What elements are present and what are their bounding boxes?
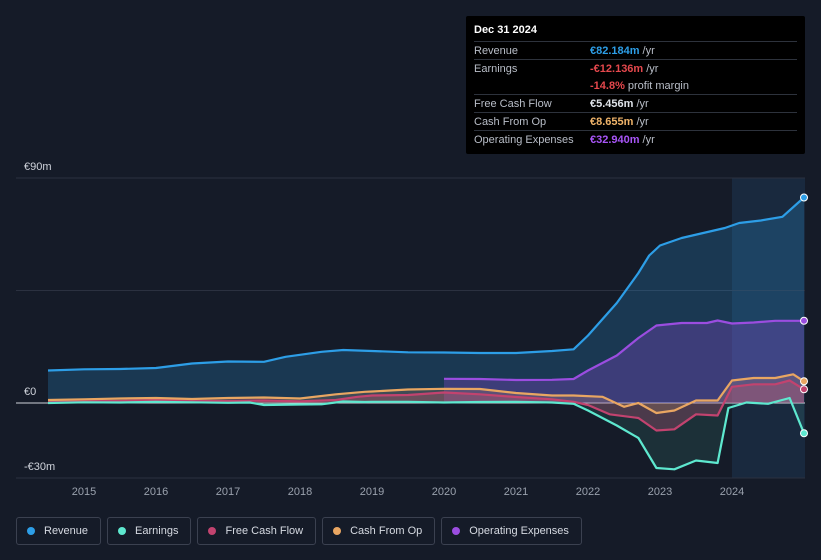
legend-label: Revenue: [44, 525, 89, 537]
legend-item-revenue[interactable]: Revenue: [16, 517, 102, 545]
tooltip-row-unit: /yr: [636, 97, 649, 110]
operating-expenses-line: [443, 319, 804, 382]
x-tick-label: 2015: [72, 486, 96, 498]
series-lines: [47, 196, 806, 471]
earnings-area: [48, 398, 804, 470]
tooltip-row-label: Operating Expenses: [474, 133, 574, 146]
forecast-region: [732, 178, 805, 478]
tooltip-row-unit: /yr: [642, 44, 655, 57]
x-axis-ticks: 2015 2016 2017 2018 2019 2020 2021 2022 2023 2024: [72, 486, 744, 498]
tooltip-row-value: €8.655m: [590, 115, 634, 128]
tooltip-row-value: -14.8%: [590, 79, 625, 92]
tooltip-row-unit: /yr: [636, 115, 649, 128]
tooltip-row: Earnings -€12.136m/yr: [474, 59, 797, 77]
tooltip-row-value: €32.940m: [590, 133, 640, 146]
legend-item-earnings[interactable]: Earnings: [107, 517, 192, 545]
tooltip-row-label: Revenue: [474, 44, 519, 57]
tooltip-rows: Revenue €82.184m/yr Earnings -€12.136m/yr -1…: [474, 41, 797, 148]
legend-label: Operating Expenses: [469, 525, 569, 537]
y-tick-label: -€30m: [24, 461, 55, 473]
tooltip-row-value: -€12.136m: [590, 62, 644, 75]
operating-expenses-endpoint: [800, 316, 808, 325]
legend-dot-icon: [27, 527, 35, 535]
revenue-area: [48, 197, 804, 403]
y-tick-label: €90m: [24, 161, 52, 173]
legend-label: Free Cash Flow: [225, 525, 304, 537]
y-tick-label: €0: [24, 386, 36, 398]
cash-from-op-endpoint: [800, 377, 808, 386]
legend-item-cash-from-op[interactable]: Cash From Op: [322, 517, 436, 545]
x-tick-label: 2018: [288, 486, 312, 498]
x-tick-label: 2021: [504, 486, 528, 498]
tooltip-row-value: €5.456m: [590, 97, 634, 110]
tooltip-row: Cash From Op €8.655m/yr: [474, 112, 797, 130]
tooltip-row: Operating Expenses €32.940m/yr: [474, 130, 797, 148]
legend-dot-icon: [452, 527, 461, 535]
legend-item-operating-expenses[interactable]: Operating Expenses: [441, 517, 582, 545]
series-endpoints: [800, 193, 808, 438]
legend-item-free-cash-flow[interactable]: Free Cash Flow: [197, 517, 317, 545]
earnings-endpoint: [800, 429, 808, 438]
legend-label: Earnings: [135, 525, 179, 537]
legend-label: Cash From Op: [350, 525, 423, 537]
legend-dot-icon: [118, 527, 127, 535]
operating-expenses-area: [444, 320, 804, 403]
x-tick-label: 2023: [648, 486, 672, 498]
free-cash-flow-line: [47, 379, 805, 432]
legend: Revenue Earnings Free Cash Flow Cash From O…: [16, 517, 582, 545]
cash-from-op-line: [47, 373, 805, 415]
tooltip-row-unit: /yr: [642, 133, 655, 146]
x-tick-label: 2016: [144, 486, 168, 498]
tooltip-row-label: Cash From Op: [474, 115, 547, 128]
free-cash-flow-area: [48, 380, 804, 431]
revenue-endpoint: [800, 193, 808, 202]
legend-dot-icon: [208, 527, 217, 535]
tooltip-row-label: Earnings: [474, 62, 518, 75]
earnings-line: [47, 396, 806, 471]
legend-dot-icon: [333, 527, 342, 535]
series-areas: [48, 197, 804, 470]
tooltip-row: Free Cash Flow €5.456m/yr: [474, 94, 797, 112]
free-cash-flow-endpoint: [800, 385, 808, 394]
x-tick-label: 2017: [216, 486, 240, 498]
tooltip-row-value: €82.184m: [590, 44, 640, 57]
x-tick-label: 2024: [720, 486, 744, 498]
tooltip-date: Dec 31 2024: [474, 24, 537, 36]
tooltip-row-unit: /yr: [646, 62, 659, 75]
x-tick-label: 2022: [576, 486, 600, 498]
x-tick-label: 2020: [432, 486, 456, 498]
revenue-line: [47, 196, 805, 372]
tooltip-row-label: Free Cash Flow: [474, 97, 552, 110]
y-axis-ticks: €90m €0 -€30m: [24, 161, 55, 473]
x-tick-label: 2019: [360, 486, 384, 498]
tooltip-panel: Dec 31 2024 Revenue €82.184m/yr Earnings -€…: [466, 16, 805, 154]
tooltip-row: Revenue €82.184m/yr: [474, 41, 797, 59]
tooltip-row: -14.8% profit margin: [474, 77, 797, 94]
tooltip-row-unit: profit margin: [627, 79, 689, 92]
